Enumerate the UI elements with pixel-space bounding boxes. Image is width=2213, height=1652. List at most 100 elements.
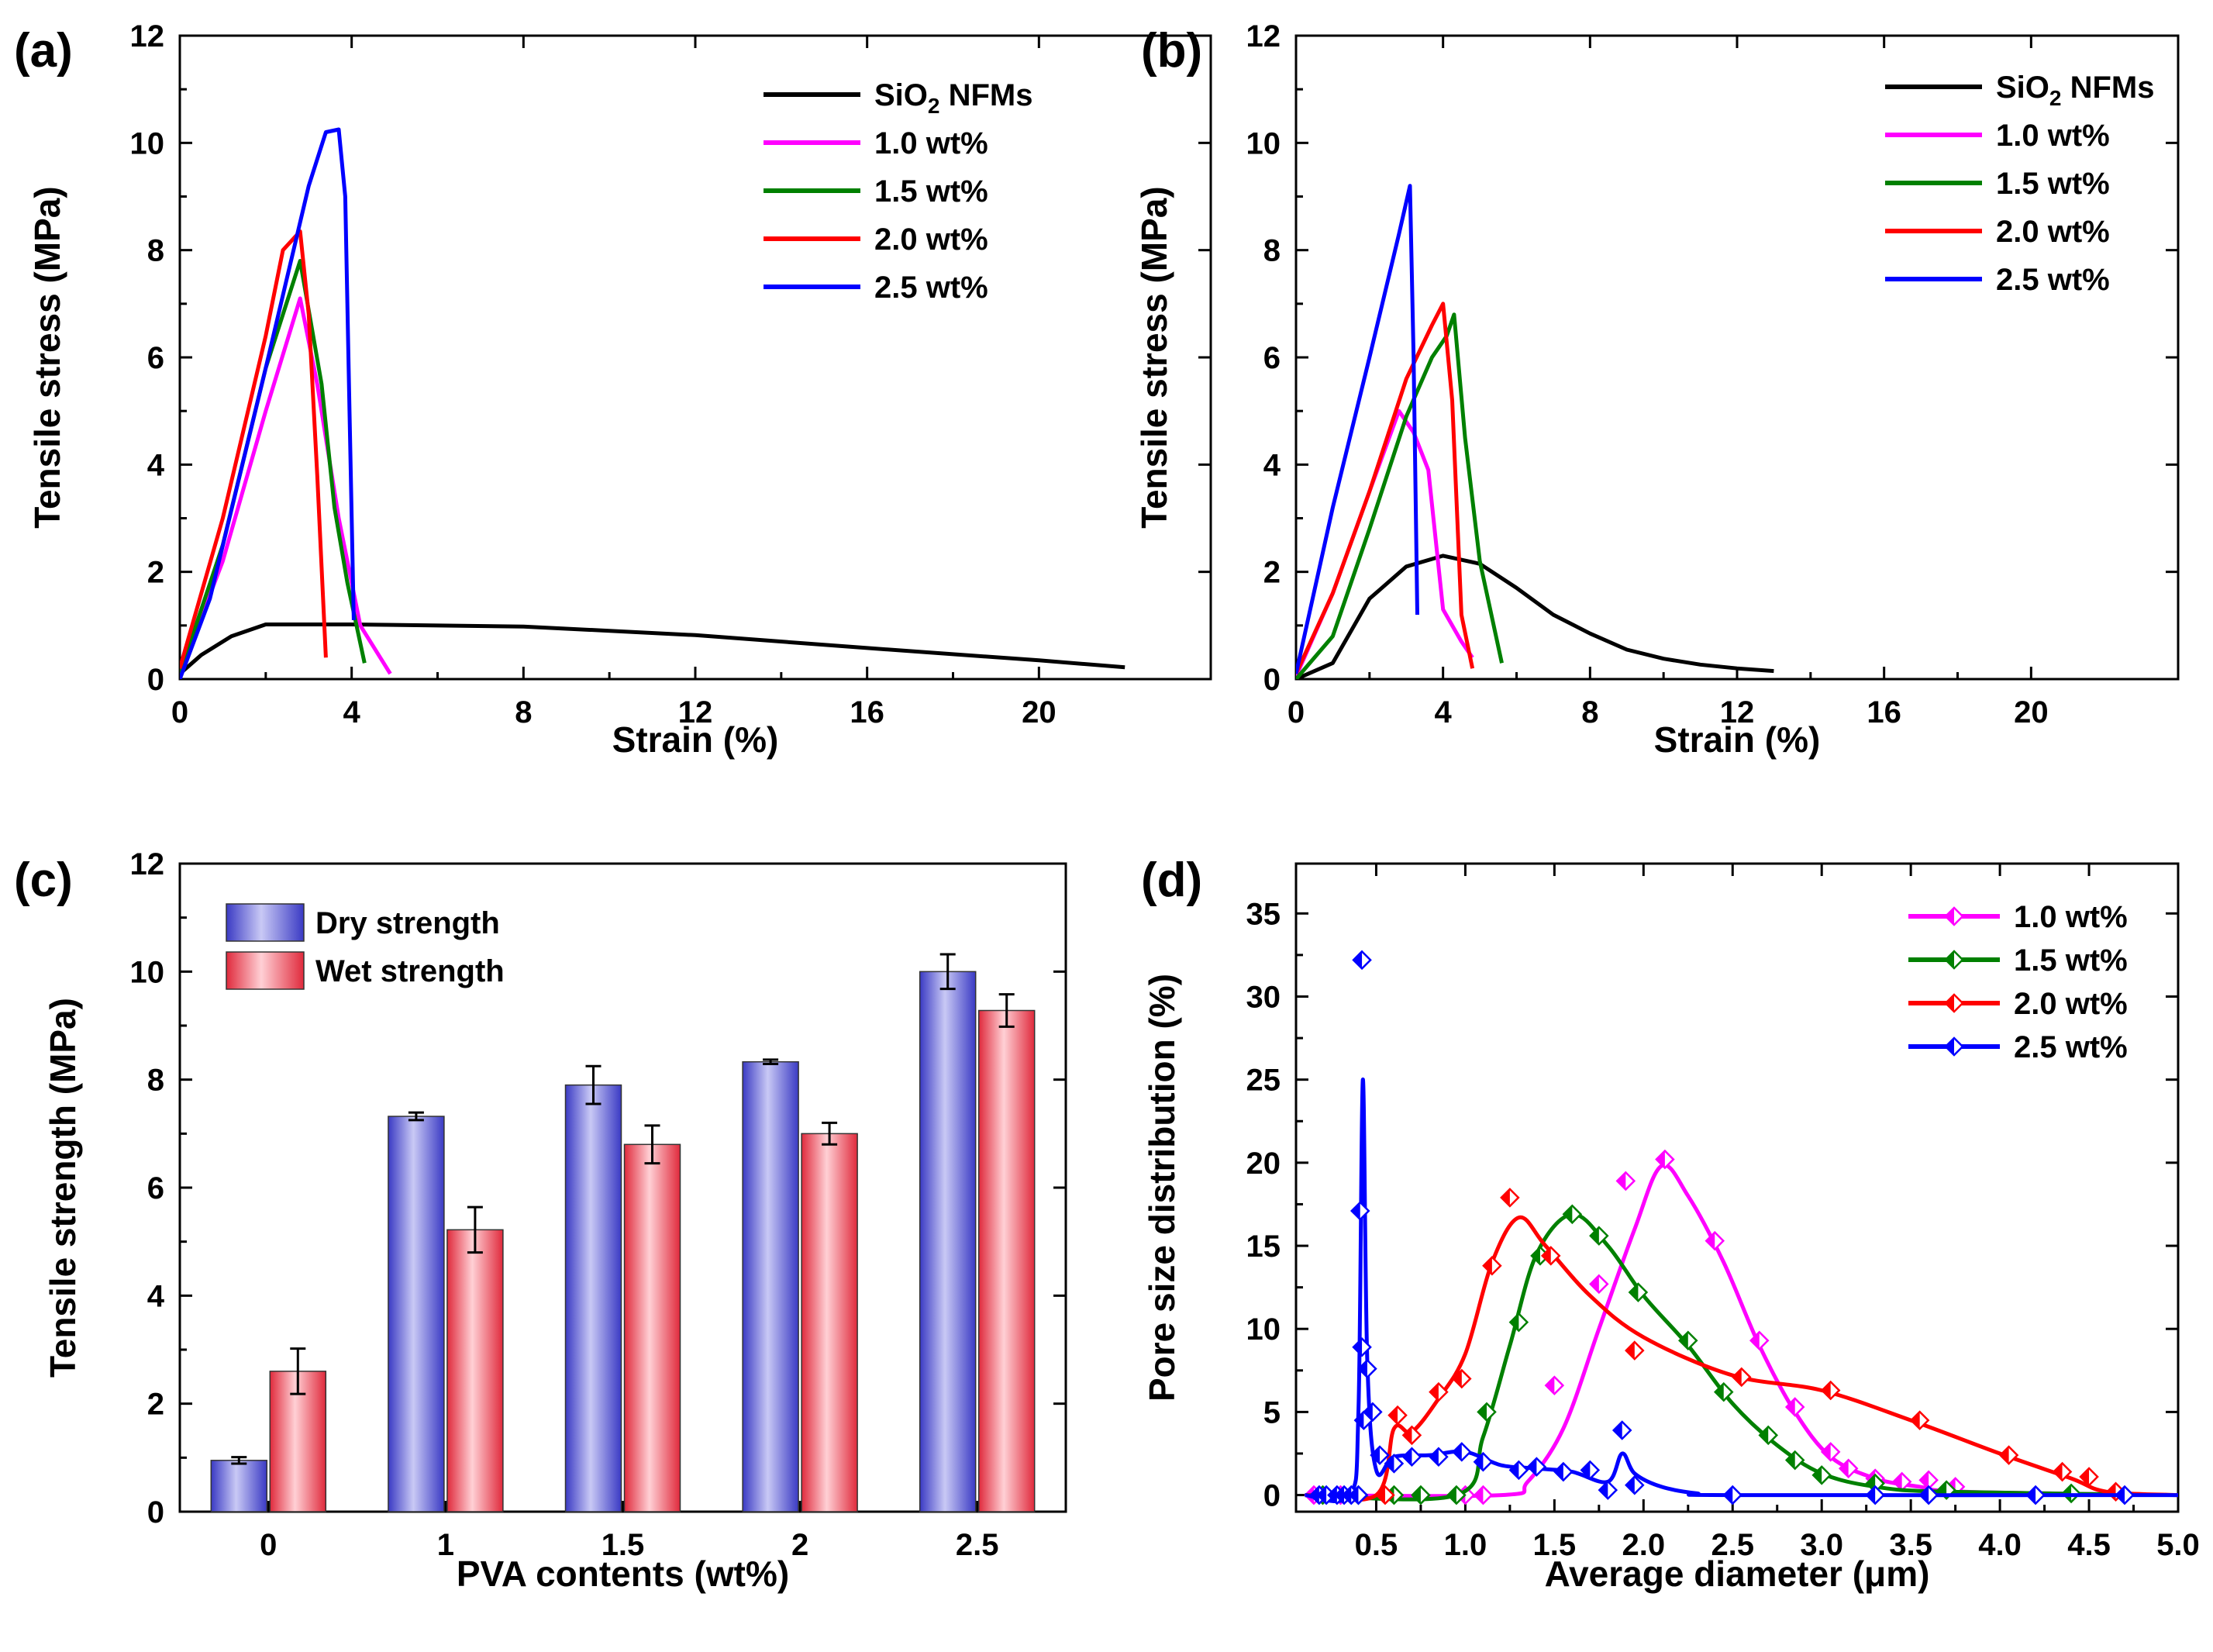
legend-swatch bbox=[226, 903, 305, 942]
x-tick-label: 4.5 bbox=[2067, 1528, 2111, 1562]
series-2-5-wt--marker-half bbox=[1350, 1486, 1359, 1504]
series-2-0-wt--marker-half bbox=[1429, 1383, 1439, 1401]
series-2-5-wt--marker-half bbox=[1328, 1486, 1337, 1504]
y-axis-label: Pore size distribution (%) bbox=[1142, 974, 1182, 1402]
series-1-5-wt--marker-half bbox=[1590, 1227, 1599, 1245]
y-axis-label: Tensile strength (MPa) bbox=[43, 998, 83, 1378]
series-2-5-wt--marker-half bbox=[1351, 1202, 1360, 1220]
series-1-5-wt--marker-half bbox=[1813, 1466, 1822, 1484]
series-2-5-wt--marker-half bbox=[1355, 1412, 1364, 1430]
legend-label: 1.0 wt% bbox=[874, 126, 988, 160]
x-tick-label: 5.0 bbox=[2156, 1528, 2200, 1562]
series-1-0-wt--marker-half bbox=[1893, 1473, 1902, 1491]
series-1-5-wt--marker-half bbox=[1477, 1403, 1487, 1421]
legend-label: SiO2 NFMs bbox=[874, 78, 1032, 118]
series-2-0-wt--marker-half bbox=[1625, 1342, 1635, 1360]
series-2-5-wt--marker-half bbox=[1358, 1360, 1367, 1378]
series-sio-nfms-line bbox=[1296, 554, 1774, 679]
series-1-0-wt--marker-half bbox=[1546, 1377, 1555, 1395]
series-2-5-wt--marker-half bbox=[1453, 1443, 1462, 1461]
series-2-0-wt--line bbox=[1296, 302, 1475, 675]
series-2-5-wt--marker-half bbox=[1920, 1486, 1929, 1504]
series-2-5-wt--line bbox=[1296, 184, 1419, 674]
series-2-5-wt--marker-half bbox=[1510, 1461, 1519, 1479]
legend-label: 2.5 wt% bbox=[874, 271, 988, 305]
y-tick-label: 25 bbox=[1246, 1064, 1281, 1098]
legend-label: 1.5 wt% bbox=[1996, 167, 2110, 201]
y-tick-label: 10 bbox=[1246, 1312, 1281, 1347]
series-1-0-wt--line bbox=[180, 296, 392, 675]
series-2-0-wt--marker-half bbox=[2107, 1483, 2116, 1501]
series-2-0-wt--marker-half bbox=[1542, 1247, 1551, 1264]
series-2-0-wt--line bbox=[180, 229, 328, 669]
series-2-5-wt--line bbox=[180, 127, 356, 679]
series-1-5-wt--marker-half bbox=[1510, 1313, 1519, 1331]
wet-strength-bar bbox=[446, 1229, 504, 1512]
x-axis-label: Average diameter (μm) bbox=[1545, 1554, 1930, 1594]
y-tick-label: 5 bbox=[1263, 1395, 1281, 1430]
y-tick-label: 15 bbox=[1246, 1230, 1281, 1264]
y-tick-label: 10 bbox=[130, 126, 165, 160]
y-tick-label: 2 bbox=[147, 556, 164, 590]
legend-label: 1.0 wt% bbox=[2014, 900, 2128, 934]
y-tick-label: 6 bbox=[147, 1171, 164, 1205]
y-tick-label: 12 bbox=[130, 19, 165, 53]
x-tick-label: 2.5 bbox=[1711, 1528, 1754, 1562]
dry-strength-bar bbox=[742, 1061, 799, 1512]
series-1-0-wt--marker-half bbox=[1474, 1486, 1484, 1504]
x-tick-label: 1.0 bbox=[1444, 1528, 1487, 1562]
x-tick-label: 3.5 bbox=[1889, 1528, 1932, 1562]
series-2-5-wt--marker-half bbox=[1385, 1454, 1394, 1472]
y-tick-label: 8 bbox=[1263, 234, 1281, 268]
series-2-0-wt--marker-half bbox=[1911, 1412, 1920, 1430]
x-tick-label: 1.5 bbox=[1533, 1528, 1577, 1562]
series-2-5-wt--marker-half bbox=[1371, 1447, 1381, 1464]
series-1-0-wt--marker-half bbox=[1590, 1275, 1599, 1293]
legend-label: 2.0 wt% bbox=[874, 222, 988, 257]
series-1-0-wt--marker-half bbox=[1617, 1172, 1626, 1190]
series-2-5-wt--marker-half bbox=[1343, 1486, 1352, 1504]
y-tick-label: 10 bbox=[1246, 126, 1281, 160]
series-sio-nfms-line bbox=[180, 623, 1125, 675]
series-2-5-wt--marker-half bbox=[1599, 1481, 1608, 1499]
series-2-5-wt--marker-half bbox=[1363, 1403, 1373, 1421]
series-2-5-wt--marker-half bbox=[1867, 1486, 1876, 1504]
panel-label: (c) bbox=[14, 854, 73, 907]
x-tick-label: 1.5 bbox=[602, 1528, 645, 1562]
y-tick-label: 4 bbox=[147, 1279, 165, 1313]
y-tick-label: 0 bbox=[147, 1495, 164, 1530]
series-2-0-wt--marker-half bbox=[1376, 1486, 1385, 1504]
y-tick-label: 12 bbox=[1246, 19, 1281, 53]
series-2-0-wt--marker-half bbox=[1732, 1368, 1742, 1386]
legend-marker-half bbox=[1946, 908, 1954, 925]
series-1-5-wt--marker-half bbox=[1531, 1247, 1540, 1264]
series-1-5-wt--line bbox=[180, 259, 367, 674]
legend-label: 1.0 wt% bbox=[1996, 119, 2110, 153]
dry-strength-bar bbox=[564, 1084, 622, 1512]
series-2-5-wt--marker-half bbox=[1528, 1458, 1537, 1476]
series-2-5-wt--marker-half bbox=[1336, 1486, 1345, 1504]
series-1-5-wt--marker-half bbox=[1412, 1486, 1421, 1504]
x-tick-label: 8 bbox=[515, 695, 532, 729]
wet-strength-bar bbox=[269, 1371, 327, 1512]
x-axis-label: Strain (%) bbox=[1654, 719, 1821, 760]
y-tick-label: 0 bbox=[1263, 663, 1281, 697]
y-tick-label: 0 bbox=[1263, 1479, 1281, 1513]
legend-label: 2.5 wt% bbox=[2014, 1030, 2128, 1064]
series-1-5-wt--marker-half bbox=[1760, 1426, 1769, 1444]
x-axis-label: Strain (%) bbox=[612, 719, 779, 760]
x-tick-label: 0 bbox=[260, 1528, 277, 1562]
y-tick-label: 4 bbox=[1263, 448, 1281, 482]
series-1-5-wt--marker-half bbox=[1679, 1332, 1688, 1350]
legend-marker-half bbox=[1946, 951, 1954, 968]
x-tick-label: 2.5 bbox=[956, 1528, 999, 1562]
x-tick-label: 2 bbox=[791, 1528, 808, 1562]
series-1-5-wt--marker-half bbox=[1786, 1451, 1795, 1469]
legend-label: SiO2 NFMs bbox=[1996, 71, 2154, 110]
series-1-0-wt--line bbox=[1305, 1163, 2178, 1499]
panel-label: (b) bbox=[1141, 24, 1202, 78]
